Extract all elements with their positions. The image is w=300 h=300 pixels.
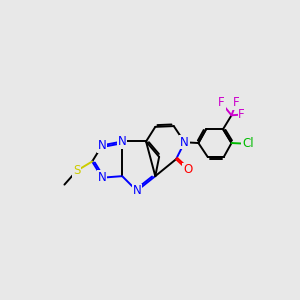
Text: F: F	[238, 108, 245, 121]
Text: O: O	[183, 164, 192, 176]
Text: N: N	[118, 135, 127, 148]
Text: N: N	[98, 139, 106, 152]
Text: Cl: Cl	[242, 137, 254, 150]
Text: N: N	[98, 171, 106, 184]
Text: N: N	[132, 184, 141, 197]
Text: F: F	[218, 97, 225, 110]
Text: N: N	[180, 136, 189, 149]
Text: S: S	[73, 164, 80, 177]
Text: F: F	[233, 97, 239, 110]
